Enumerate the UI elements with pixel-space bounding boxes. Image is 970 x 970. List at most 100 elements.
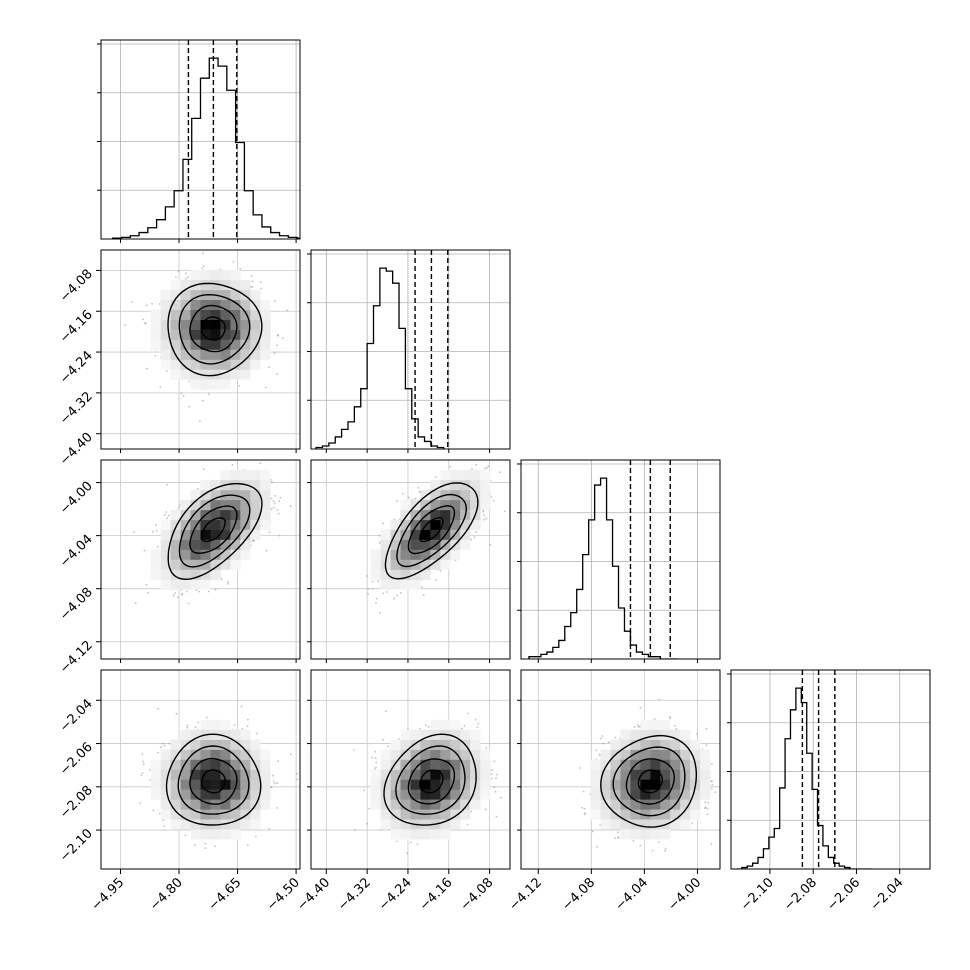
contour-line [407,758,456,805]
sample-point [664,847,667,850]
density-cell [180,329,191,340]
sample-point [382,738,385,741]
sample-point [273,782,276,785]
sample-point [157,751,159,754]
density-cell [620,829,631,840]
density-cell [210,319,221,330]
sample-point [607,741,610,743]
sample-point [375,766,377,769]
density-cell [240,809,251,820]
histogram-steps [528,477,679,659]
density-cell [600,789,611,800]
sample-point [276,782,279,784]
sample-point [152,809,155,812]
sample-point [195,589,198,591]
sample-point [485,517,488,520]
density-cell [430,549,441,560]
sample-point [582,790,585,793]
sample-point [255,835,257,838]
density-cell [170,749,181,760]
density-cell [400,509,411,521]
density-cell [220,789,231,800]
density-cell [400,819,411,830]
density-cell [440,809,451,820]
density-cell [420,559,431,570]
density-cell [200,279,211,291]
density-cell [150,339,161,350]
density-cell [160,809,171,820]
density-cell [160,779,171,790]
density-cell [400,539,411,550]
density-cell [470,479,481,491]
density-cell [400,829,411,840]
density-cell [390,569,401,580]
density-cell [190,269,201,281]
sample-point [439,570,442,572]
sample-point [485,454,487,456]
sample-point [374,768,376,770]
density-cell [170,779,181,790]
density-cell [630,779,641,790]
density-cell [660,729,671,740]
density-cell [250,329,261,340]
density-cell [610,759,621,770]
density-cell [220,509,231,521]
density-cell [670,759,681,770]
density-cell [400,519,411,530]
density-cell [180,579,191,590]
density-cell [210,329,221,340]
density-cell [240,549,251,560]
sample-point [711,784,714,786]
sample-point [142,763,145,765]
scatter-panel-1-4 [100,669,301,870]
density-cell [210,779,221,790]
density-cell [230,749,241,760]
density-cell [410,799,421,810]
density-cell [220,309,231,320]
scatter-panel-2-3 [310,454,511,660]
sample-point [187,602,190,605]
sample-point [276,373,278,376]
sample-point [214,845,216,848]
sample-point [273,502,276,505]
y-tick-label: −4.24 [57,348,96,387]
sample-point [418,727,421,730]
density-cell [200,719,211,730]
sample-point [664,849,666,852]
density-cell [190,549,201,560]
sample-point [260,287,263,290]
density-cell [690,789,701,800]
density-cell [390,539,401,550]
density-cell [210,499,221,511]
density-cell [150,769,161,780]
density-cell [200,829,211,840]
sample-point [271,481,273,484]
density-cell [430,759,441,770]
density-cell [390,769,401,780]
sample-point [197,487,199,490]
sample-point [155,524,158,527]
density-cell [180,569,191,580]
contour-line [189,304,238,353]
sample-point [595,749,598,752]
sample-point [259,281,262,283]
density-cell [200,559,211,570]
contour-line [407,505,456,555]
density-cell [480,779,491,790]
density-cell [700,759,711,770]
density-cell [700,769,711,780]
density-cell [430,559,441,570]
density-cell [440,719,451,730]
sample-point [139,802,142,804]
density-cell [190,759,201,770]
density-cell [410,769,421,780]
density-cell [190,289,201,300]
density-cell [420,539,431,550]
density-cell [470,739,481,750]
density-cell [240,799,251,810]
y-tick-label: −2.08 [57,783,96,822]
density-cell [410,789,421,800]
sample-point [602,742,605,745]
density-cell [250,469,261,481]
density-cell [250,789,261,800]
